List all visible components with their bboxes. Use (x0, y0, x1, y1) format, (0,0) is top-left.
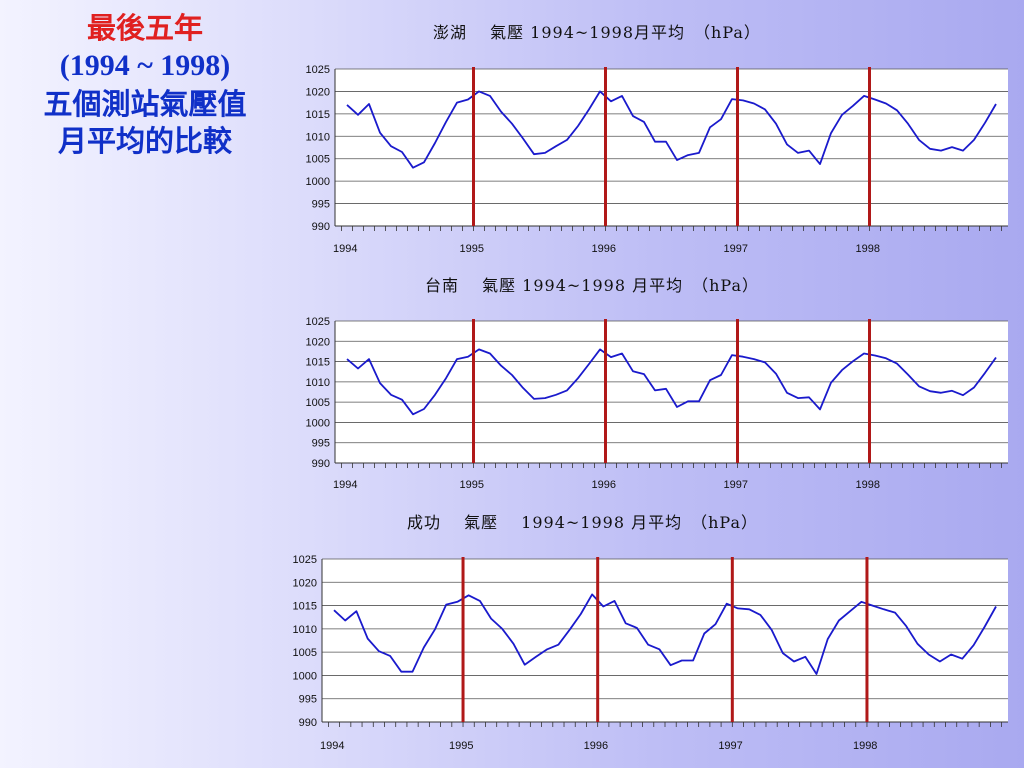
y-tick-label: 1025 (306, 64, 330, 76)
x-tick-label: 1998 (856, 479, 880, 491)
y-tick-label: 995 (312, 199, 330, 211)
y-tick-label: 1025 (293, 554, 317, 566)
chart-title-penghu: 澎湖 氣壓 1994~1998月平均 （hPa） (433, 23, 761, 42)
y-tick-label: 1015 (306, 357, 330, 369)
chart-tainan: 990 995 1000 1005 1010 1015 1020 1025 1994 1995 19… (306, 316, 1008, 491)
series-line (333, 593, 997, 675)
x-tick-label: 1995 (449, 740, 473, 752)
y-tick-label: 1010 (306, 131, 330, 143)
x-tick-label: 1998 (853, 740, 877, 752)
y-tick-label: 1000 (306, 417, 330, 429)
chart-title-chenggong: 成功 氣壓 1994~1998 月平均 （hPa） (407, 513, 758, 532)
x-tick-label: 1996 (584, 740, 608, 752)
y-tick-label: 990 (312, 458, 330, 470)
plot-area (322, 559, 1008, 722)
y-tick-label: 995 (312, 438, 330, 450)
y-tick-label: 1010 (293, 624, 317, 636)
x-tick-label: 1996 (592, 243, 616, 255)
y-tick-label: 1020 (306, 336, 330, 348)
x-tick-label: 1997 (724, 479, 748, 491)
slide-title: 最後五年 (1994 ~ 1998) 五個測站氣壓值 月平均的比較 (0, 10, 290, 160)
x-tick-label: 1996 (592, 479, 616, 491)
x-tick-label: 1998 (856, 243, 880, 255)
y-tick-label: 1000 (306, 176, 330, 188)
x-tick-label: 1995 (460, 479, 484, 491)
y-tick-label: 1025 (306, 316, 330, 328)
slide-title-line1: 最後五年 (86, 11, 203, 45)
y-tick-label: 1010 (306, 377, 330, 389)
x-tick-label: 1995 (460, 243, 484, 255)
x-tick-label: 1997 (724, 243, 748, 255)
y-tick-label: 1020 (293, 577, 317, 589)
y-tick-label: 990 (312, 221, 330, 233)
y-tick-label: 1005 (306, 397, 330, 409)
series-line (346, 90, 997, 169)
chart-penghu: 990 995 1000 1005 1010 1015 1020 1025 1994 1995 19… (306, 64, 1008, 255)
slide-title-line4: 月平均的比較 (57, 123, 232, 158)
y-tick-label: 990 (299, 717, 317, 729)
slide-title-line2: (1994 ~ 1998) (59, 49, 231, 83)
y-tick-label: 995 (299, 694, 317, 706)
plot-area (335, 69, 1008, 226)
y-tick-label: 1015 (293, 601, 317, 613)
y-tick-label: 1020 (306, 86, 330, 98)
x-tick-label: 1997 (718, 740, 742, 752)
chart-chenggong: 990 995 1000 1005 1010 1015 1020 1025 1994 1995 19… (293, 554, 1008, 752)
slide-title-line3: 五個測站氣壓值 (43, 86, 247, 121)
series-line (346, 348, 997, 416)
y-tick-label: 1000 (293, 670, 317, 682)
y-tick-label: 1005 (306, 154, 330, 166)
chart-title-tainan: 台南 氣壓 1994~1998 月平均 （hPa） (425, 276, 759, 295)
plot-area (335, 321, 1008, 463)
y-tick-label: 1005 (293, 647, 317, 659)
y-tick-label: 1015 (306, 109, 330, 121)
x-tick-label: 1994 (333, 479, 357, 491)
x-tick-label: 1994 (320, 740, 344, 752)
x-tick-label: 1994 (333, 243, 357, 255)
